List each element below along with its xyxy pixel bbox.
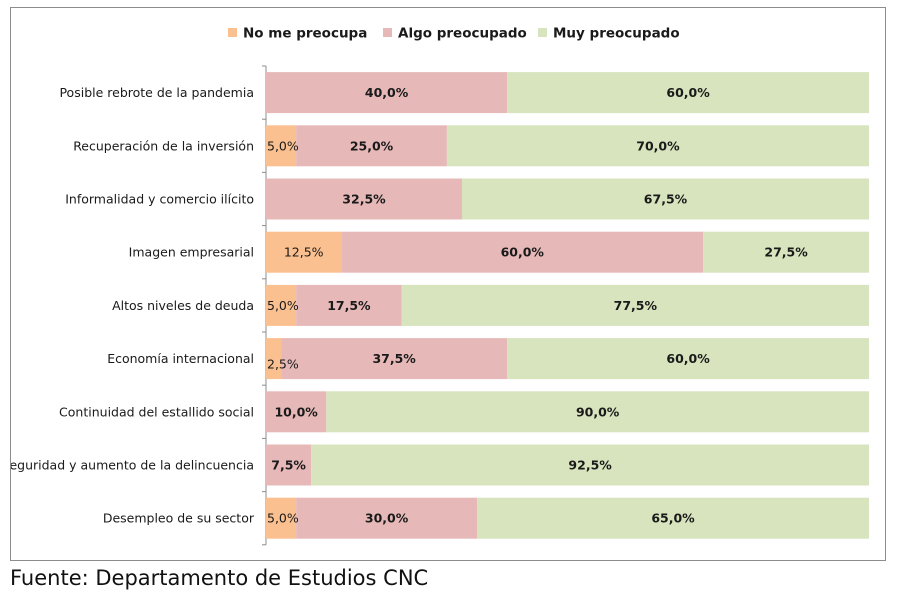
chart-frame: No me preocupa Algo preocupado Muy preocup… (10, 7, 886, 561)
bar-segment (281, 338, 508, 380)
bar-segment (326, 391, 869, 433)
data-label: 5,0% (267, 511, 299, 526)
data-label: 92,5% (568, 458, 612, 473)
bar-segment (401, 284, 869, 326)
category-label: Altos niveles de deuda (112, 298, 254, 313)
data-label: 5,0% (267, 298, 299, 313)
bar-segment (266, 391, 327, 433)
bar-segment (266, 497, 297, 539)
bars (266, 72, 870, 539)
data-label: 60,0% (501, 245, 545, 260)
bar-segment (477, 497, 869, 539)
data-label: 32,5% (342, 192, 386, 207)
data-label: 90,0% (576, 404, 620, 419)
data-label: 25,0% (350, 138, 394, 153)
category-label: Posible rebrote de la pandemia (59, 85, 254, 100)
bar-segment (266, 72, 508, 114)
bar-segment (341, 231, 704, 273)
bar-segment (266, 444, 312, 486)
bar-segment (507, 72, 869, 114)
bar-segment (446, 125, 869, 167)
legend-swatch (383, 28, 392, 37)
category-label: Desempleo de su sector (103, 511, 255, 526)
category-axis-ticks (262, 65, 266, 546)
bar-segment (296, 284, 402, 326)
bar-segment (266, 178, 462, 220)
data-label: 10,0% (274, 404, 318, 419)
bar-segment (266, 231, 342, 273)
bar-segment (266, 125, 297, 167)
bar-segment (266, 338, 282, 380)
category-labels: Posible rebrote de la pandemia Recuperaci… (11, 85, 255, 526)
data-label: 77,5% (614, 298, 658, 313)
stacked-bar-chart: No me preocupa Algo preocupado Muy preocup… (11, 26, 870, 546)
legend-swatch (228, 28, 237, 37)
bar-segment (311, 444, 870, 486)
bar-segment (703, 231, 869, 273)
legend-label: Muy preocupado (553, 26, 680, 42)
bar-segment (507, 338, 869, 380)
data-label: 12,5% (284, 245, 324, 260)
data-labels: 40,0% 60,0% 5,0% 25,0% 70,0% 32,5% 67,5% 12,5% 6… (267, 85, 808, 526)
bar-segment (266, 284, 297, 326)
data-label: 2,5% (267, 357, 299, 372)
legend-label: Algo preocupado (398, 26, 527, 42)
category-label: Continuidad del estallido social (59, 404, 254, 419)
source-note: Fuente: Departamento de Estudios CNC (10, 566, 429, 590)
category-label: Seguridad y aumento de la delincuencia (11, 458, 254, 473)
data-label: 30,0% (365, 511, 409, 526)
data-label: 5,0% (267, 138, 299, 153)
data-label: 67,5% (644, 192, 688, 207)
data-label: 60,0% (666, 85, 710, 100)
legend-label: No me preocupa (243, 26, 367, 42)
category-label: Imagen empresarial (129, 245, 254, 260)
data-label: 27,5% (764, 245, 808, 260)
bar-segment (296, 125, 447, 167)
category-label: Informalidad y comercio ilícito (65, 192, 254, 207)
category-label: Recuperación de la inversión (73, 138, 254, 153)
data-label: 70,0% (636, 138, 680, 153)
bar-segment (296, 497, 478, 539)
data-label: 37,5% (372, 351, 416, 366)
data-label: 17,5% (327, 298, 371, 313)
category-label: Economía internacional (107, 351, 254, 366)
legend: No me preocupa Algo preocupado Muy preocup… (228, 26, 680, 42)
data-label: 60,0% (666, 351, 710, 366)
legend-swatch (538, 28, 547, 37)
data-label: 40,0% (365, 85, 409, 100)
bar-segment (461, 178, 869, 220)
data-label: 65,0% (651, 511, 695, 526)
data-label: 7,5% (271, 458, 306, 473)
